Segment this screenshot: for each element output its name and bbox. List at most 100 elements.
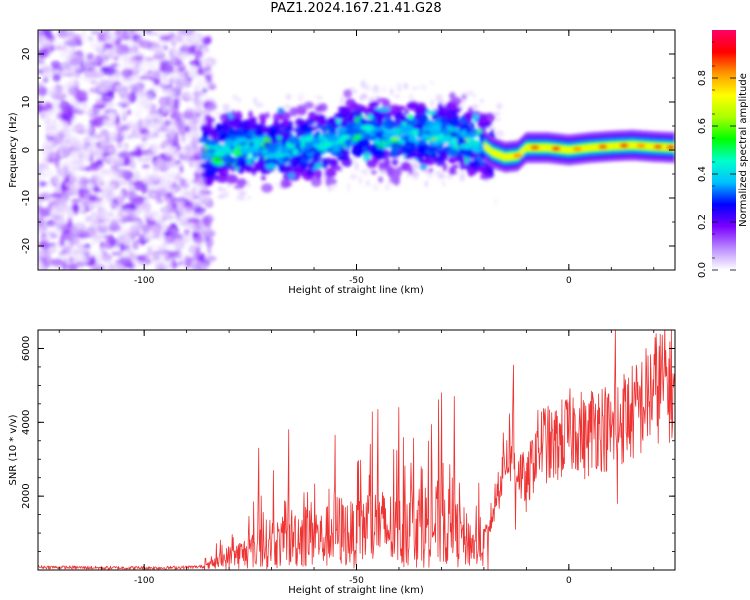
heatmap-cell: [74, 261, 87, 267]
heatmap-cell: [171, 40, 177, 47]
heatmap-cell: [71, 70, 77, 78]
heatmap-cell: [619, 143, 629, 148]
heatmap-cell: [105, 43, 114, 49]
y-tick-label: 4000: [21, 410, 32, 435]
heatmap-cell: [153, 78, 161, 86]
heatmap-cell: [417, 129, 423, 138]
heatmap-cell: [206, 103, 216, 112]
heatmap-cell: [389, 87, 394, 96]
heatmap-cell: [182, 153, 195, 163]
heatmap-cell: [442, 128, 450, 136]
heatmap-cell: [87, 193, 98, 202]
heatmap-cell: [231, 109, 236, 118]
heatmap-cell: [110, 190, 125, 200]
heatmap-cell: [120, 222, 127, 228]
heatmap-cell: [368, 119, 373, 126]
heatmap-cell: [114, 244, 119, 252]
heatmap-cell: [123, 157, 131, 167]
heatmap-cell: [378, 107, 391, 113]
heatmap-cell: [163, 121, 168, 132]
heatmap-cell: [52, 73, 62, 82]
heatmap-cell: [205, 200, 211, 205]
heatmap-cell: [312, 95, 322, 99]
heatmap-cell: [473, 147, 482, 153]
heatmap-cell: [38, 193, 43, 198]
heatmap-cell: [141, 200, 151, 212]
heatmap-cell: [461, 94, 467, 100]
heatmap-cell: [479, 113, 488, 123]
heatmap-cell: [101, 265, 112, 270]
heatmap-cell: [156, 182, 171, 189]
heatmap-cell: [253, 97, 258, 104]
heatmap-cell: [426, 110, 437, 115]
heatmap-cell: [128, 247, 133, 260]
heatmap-cell: [174, 239, 185, 248]
heatmap-cell: [73, 109, 86, 115]
heatmap-cell: [154, 232, 166, 241]
heatmap-cell: [289, 107, 298, 117]
heatmap-cell: [254, 163, 261, 172]
heatmap-cell: [280, 131, 292, 139]
heatmap-cell: [232, 94, 237, 100]
heatmap-cell: [71, 150, 76, 157]
heatmap-cell: [73, 204, 79, 215]
heatmap-cell: [287, 120, 294, 132]
heatmap-cell: [404, 109, 410, 115]
heatmap-cell: [95, 247, 109, 253]
heatmap-cell: [178, 50, 187, 61]
heatmap-cell: [158, 30, 172, 37]
heatmap-cell: [123, 34, 132, 41]
heatmap-cell: [240, 153, 248, 158]
heatmap-cell: [196, 30, 202, 33]
heatmap-cell: [90, 41, 104, 51]
heatmap-cell: [144, 152, 154, 158]
heatmap-cell: [267, 147, 277, 154]
snr-panel: -100 -50 0 2000 4000 6000 Height of straight …: [8, 329, 676, 596]
heatmap-cell: [410, 162, 419, 170]
heatmap-cell: [41, 256, 54, 267]
heatmap-cell: [168, 123, 177, 130]
heatmap-cell: [224, 139, 233, 147]
heatmap-cell: [93, 263, 99, 270]
heatmap-cell: [292, 161, 298, 170]
heatmap-cell: [236, 96, 242, 103]
heatmap-cell: [199, 189, 211, 195]
heatmap-cell: [45, 128, 59, 137]
heatmap-cell: [164, 244, 179, 251]
heatmap-cell: [124, 213, 136, 222]
heatmap-cell: [222, 103, 230, 110]
heatmap-cell: [435, 93, 443, 103]
heatmap-cell: [65, 40, 75, 48]
heatmap-cell: [551, 146, 561, 151]
heatmap-cell: [117, 198, 124, 205]
heatmap-cell: [416, 144, 427, 154]
heatmap-cell: [60, 110, 73, 122]
heatmap-cell: [84, 126, 91, 138]
heatmap-cell: [423, 151, 430, 159]
heatmap-cell: [253, 129, 265, 138]
heatmap-cell: [104, 31, 118, 43]
heatmap-cell: [198, 109, 211, 117]
heatmap-cell: [91, 162, 100, 172]
heatmap-cell: [104, 238, 115, 250]
heatmap-cell: [312, 152, 318, 162]
heatmap-cell: [285, 93, 292, 100]
heatmap-cell: [448, 131, 459, 138]
heatmap-cell: [51, 241, 56, 248]
heatmap-cell: [235, 137, 248, 144]
heatmap-cell: [245, 163, 251, 172]
heatmap-cell: [53, 156, 61, 168]
heatmap-cell: [170, 230, 175, 242]
heatmap-cell: [166, 120, 180, 125]
heatmap-cell: [472, 94, 476, 98]
heatmap-cell: [373, 138, 381, 146]
heatmap-cell: [417, 153, 424, 163]
heatmap-cell: [273, 182, 282, 187]
heatmap-cell: [167, 191, 173, 199]
heatmap-cell: [369, 131, 376, 138]
heatmap-cell: [184, 93, 196, 98]
heatmap-cell: [42, 65, 52, 74]
heatmap-cell: [162, 79, 171, 86]
heatmap-cell: [458, 154, 465, 165]
